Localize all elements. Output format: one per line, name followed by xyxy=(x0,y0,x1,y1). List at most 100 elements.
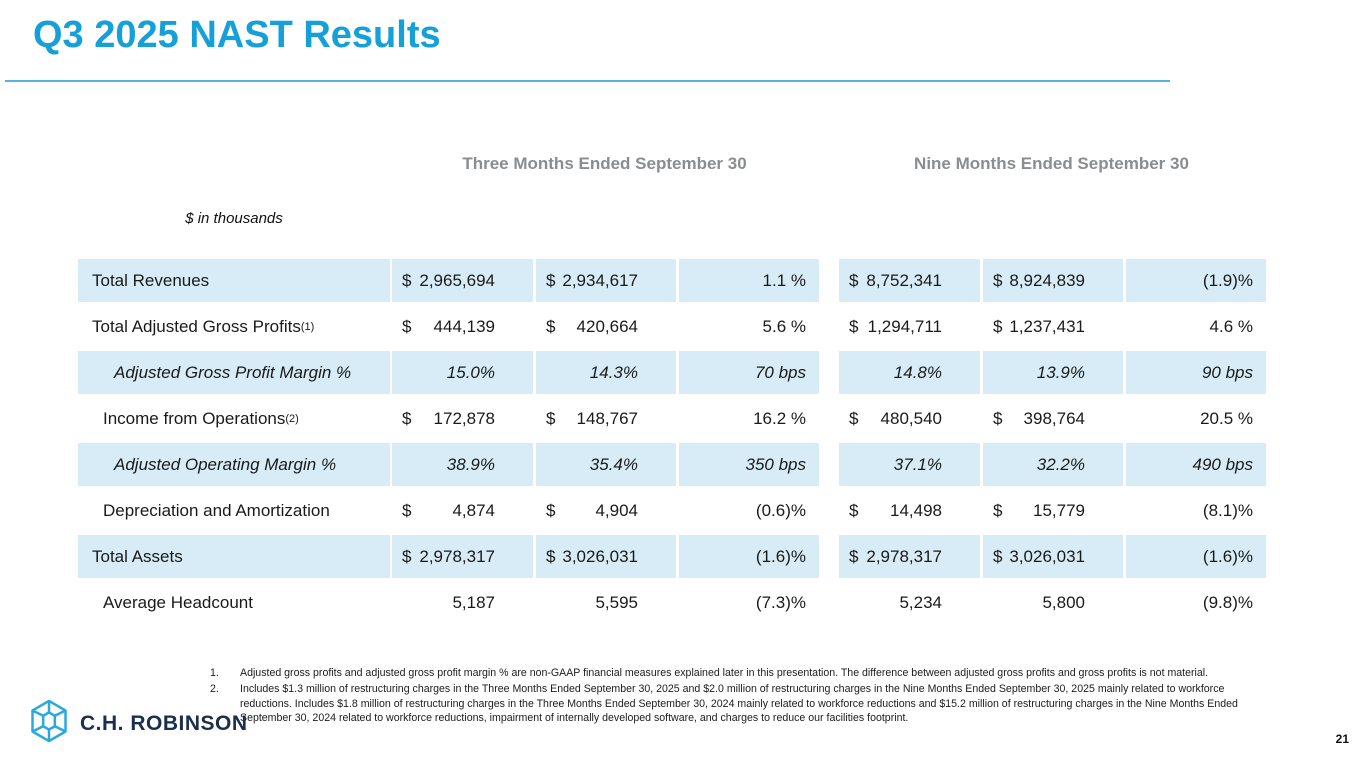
footnote-1-text: Adjusted gross profits and adjusted gros… xyxy=(240,667,1209,679)
row-label: Adjusted Gross Profit Margin % xyxy=(114,362,352,382)
section-gap xyxy=(819,489,837,532)
cell-nine-2025: $2,978,317 xyxy=(837,535,980,578)
cell-nine-2024: $15,779 xyxy=(980,489,1123,532)
results-table: Three Months Ended September 30 Nine Mon… xyxy=(78,152,1266,624)
cell-three-pct-change: 350 bps xyxy=(676,443,819,486)
cell-three-2024: $3,026,031 xyxy=(533,535,676,578)
cell-three-2025: 38.9% xyxy=(390,443,533,486)
table-row: Adjusted Gross Profit Margin % 15.0% 14.… xyxy=(78,351,1266,394)
header-three-2025: 2025 xyxy=(390,180,533,256)
cell-nine-2025: $480,540 xyxy=(837,397,980,440)
row-label: Total Adjusted Gross Profits xyxy=(92,316,301,336)
table-row: Depreciation and Amortization $4,874 $4,… xyxy=(78,489,1266,532)
section-titles: Three Months Ended September 30 Nine Mon… xyxy=(78,152,1266,180)
cell-nine-pct-change: (9.8)% xyxy=(1123,581,1266,624)
table-body: Total Revenues $2,965,694 $2,934,617 1.1… xyxy=(78,259,1266,624)
cell-three-2025: $444,139 xyxy=(390,305,533,348)
table-row: Total Revenues $2,965,694 $2,934,617 1.1… xyxy=(78,259,1266,302)
units-label: $ in thousands xyxy=(185,209,283,227)
cell-nine-2024: 5,800 xyxy=(980,581,1123,624)
brand-name: C.H. ROBINSON xyxy=(80,711,248,735)
table-row: Average Headcount 5,187 5,595 (7.3)% 5,2… xyxy=(78,581,1266,624)
header-nine-2024: 2024 xyxy=(980,180,1123,256)
cell-nine-2024: 13.9% xyxy=(980,351,1123,394)
cell-three-2024: $148,767 xyxy=(533,397,676,440)
cell-nine-2024: 32.2% xyxy=(980,443,1123,486)
header-nine-pct-change: % Change xyxy=(1123,180,1266,256)
section-gap xyxy=(819,305,837,348)
section-gap xyxy=(819,443,837,486)
row-label-cell: Total Adjusted Gross Profits (1) xyxy=(78,305,390,348)
section-gap xyxy=(819,180,837,256)
nine-months-section-title: Nine Months Ended September 30 xyxy=(914,154,1189,173)
cell-three-2025: $172,878 xyxy=(390,397,533,440)
row-label: Depreciation and Amortization xyxy=(103,500,330,520)
table-row: Adjusted Operating Margin % 38.9% 35.4% … xyxy=(78,443,1266,486)
cell-three-pct-change: 16.2 % xyxy=(676,397,819,440)
header-three-2024: 2024 xyxy=(533,180,676,256)
cell-three-2024: 14.3% xyxy=(533,351,676,394)
cell-three-pct-change: 70 bps xyxy=(676,351,819,394)
table-row: Total Adjusted Gross Profits (1) $444,139… xyxy=(78,305,1266,348)
header-nine-2025: 2025 xyxy=(837,180,980,256)
row-label: Total Revenues xyxy=(92,270,210,290)
cell-nine-pct-change: 20.5 % xyxy=(1123,397,1266,440)
row-label-cell: Total Revenues xyxy=(78,259,390,302)
cell-nine-pct-change: 490 bps xyxy=(1123,443,1266,486)
three-months-section-title: Three Months Ended September 30 xyxy=(462,154,747,173)
cell-three-2025: $4,874 xyxy=(390,489,533,532)
section-gap xyxy=(819,581,837,624)
cell-nine-2025: 14.8% xyxy=(837,351,980,394)
page-number: 21 xyxy=(1335,732,1349,746)
row-label: Income from Operations xyxy=(103,408,286,428)
cell-three-2024: $2,934,617 xyxy=(533,259,676,302)
cell-three-2025: 5,187 xyxy=(390,581,533,624)
row-label-cell: Income from Operations (2) xyxy=(78,397,390,440)
cell-three-pct-change: (0.6)% xyxy=(676,489,819,532)
cell-nine-2024: $3,026,031 xyxy=(980,535,1123,578)
table-row: Total Assets $2,978,317 $3,026,031 (1.6)… xyxy=(78,535,1266,578)
cell-three-2025: $2,978,317 xyxy=(390,535,533,578)
footnotes: 1. Adjusted gross profits and adjusted g… xyxy=(210,666,1272,727)
table-header-row: $ in thousands 2025 2024 % Change 2025 2… xyxy=(78,180,1266,256)
cell-three-pct-change: 5.6 % xyxy=(676,305,819,348)
cell-nine-2024: $1,237,431 xyxy=(980,305,1123,348)
row-label-cell: Total Assets xyxy=(78,535,390,578)
cell-three-2024: $4,904 xyxy=(533,489,676,532)
table-row: Income from Operations (2) $172,878 $148,… xyxy=(78,397,1266,440)
section-gap xyxy=(819,397,837,440)
row-label-cell: Adjusted Operating Margin % xyxy=(78,443,390,486)
footnote-2: 2. Includes $1.3 million of restructurin… xyxy=(210,682,1272,726)
section-gap xyxy=(819,535,837,578)
cell-nine-2025: $8,752,341 xyxy=(837,259,980,302)
row-label-cell: Average Headcount xyxy=(78,581,390,624)
row-label-cell: Depreciation and Amortization xyxy=(78,489,390,532)
cell-nine-2024: $8,924,839 xyxy=(980,259,1123,302)
header-three-pct-change: % Change xyxy=(676,180,819,256)
title-divider xyxy=(5,80,1170,82)
cell-nine-pct-change: (1.9)% xyxy=(1123,259,1266,302)
cell-nine-pct-change: (1.6)% xyxy=(1123,535,1266,578)
cell-three-2024: 5,595 xyxy=(533,581,676,624)
page-title: Q3 2025 NAST Results xyxy=(33,14,441,56)
cell-three-2025: 15.0% xyxy=(390,351,533,394)
cell-nine-2025: 5,234 xyxy=(837,581,980,624)
cell-nine-2025: 37.1% xyxy=(837,443,980,486)
cell-nine-2025: $14,498 xyxy=(837,489,980,532)
row-label: Total Assets xyxy=(92,546,183,566)
cell-three-pct-change: 1.1 % xyxy=(676,259,819,302)
cell-three-pct-change: (7.3)% xyxy=(676,581,819,624)
cell-nine-2024: $398,764 xyxy=(980,397,1123,440)
cell-three-pct-change: (1.6)% xyxy=(676,535,819,578)
cell-nine-pct-change: 4.6 % xyxy=(1123,305,1266,348)
cell-nine-pct-change: 90 bps xyxy=(1123,351,1266,394)
cell-three-2024: 35.4% xyxy=(533,443,676,486)
cell-nine-pct-change: (8.1)% xyxy=(1123,489,1266,532)
row-label: Adjusted Operating Margin % xyxy=(114,454,337,474)
row-label-cell: Adjusted Gross Profit Margin % xyxy=(78,351,390,394)
section-gap xyxy=(819,259,837,302)
footnote-1: 1. Adjusted gross profits and adjusted g… xyxy=(210,666,1272,681)
footer-brand: C.H. ROBINSON xyxy=(28,698,248,749)
ch-robinson-logo-icon xyxy=(28,698,70,749)
